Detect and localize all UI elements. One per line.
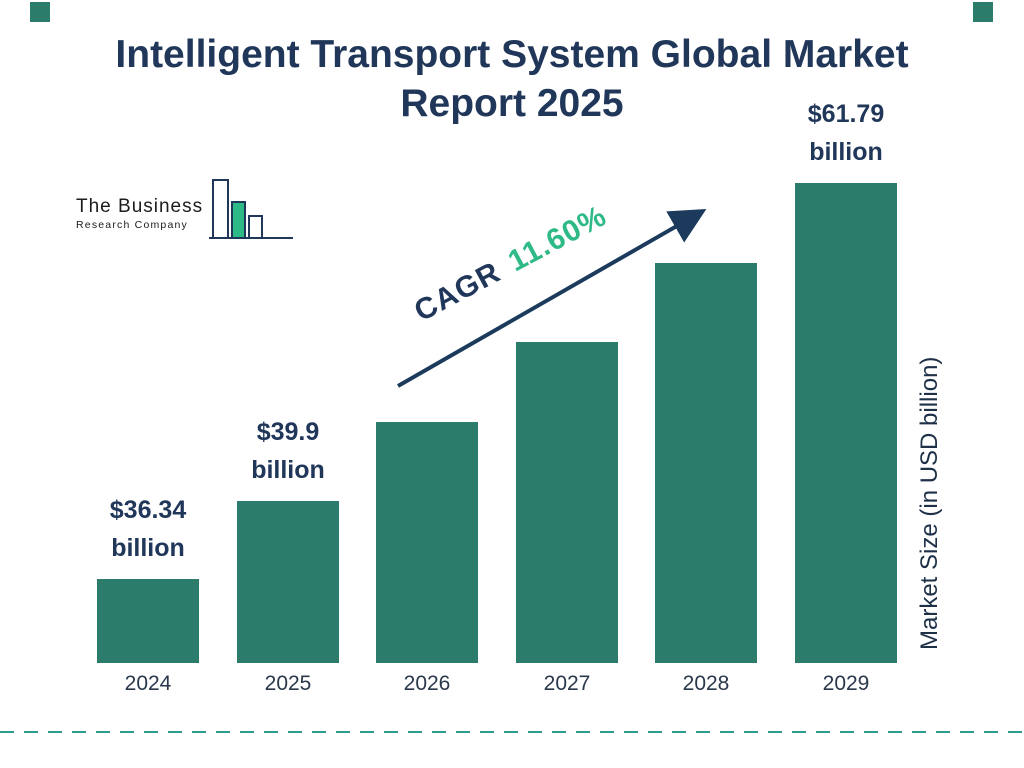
y-axis-label: Market Size (in USD billion): [916, 356, 943, 650]
bar-2025: [237, 501, 339, 663]
x-tick-2027: 2027: [543, 672, 591, 695]
cagr-annotation: CAGR11.60%: [409, 199, 613, 329]
decorative-corner-square-top-right: [973, 2, 993, 22]
bar-2028: [655, 263, 757, 663]
company-logo: The Business Research Company: [76, 179, 295, 265]
decorative-corner-square-top-left: [30, 2, 50, 22]
x-tick-2026: 2026: [403, 672, 451, 695]
value-label-2024: $36.34 billion: [109, 496, 187, 562]
cagr-value: 11.60%: [502, 199, 613, 279]
logo-text: The Business Research Company: [76, 196, 203, 231]
bar-2027: [516, 342, 618, 663]
x-tick-2024: 2024: [124, 672, 172, 695]
page-title-line1: Intelligent Transport System Global Mark…: [115, 33, 909, 76]
logo-bar-chart-icon: [209, 178, 295, 247]
page-title-line2: Report 2025: [400, 82, 624, 126]
bar-2024: [97, 579, 199, 663]
value-label-2029: $61.79 billion: [807, 100, 885, 166]
page-title: Intelligent Transport System Global Mark…: [0, 30, 1024, 128]
cagr-label: CAGR: [409, 255, 507, 329]
bar-2029: [795, 183, 897, 663]
value-label-2025: $39.9 billion: [251, 418, 325, 484]
x-tick-2028: 2028: [682, 672, 730, 695]
decorative-dashed-divider: [0, 731, 1024, 733]
logo-company-subtitle: Research Company: [76, 219, 188, 231]
x-tick-2025: 2025: [264, 672, 312, 695]
x-tick-2029: 2029: [822, 672, 870, 695]
logo-company-name: The Business: [76, 196, 204, 217]
bar-2026: [376, 422, 478, 663]
